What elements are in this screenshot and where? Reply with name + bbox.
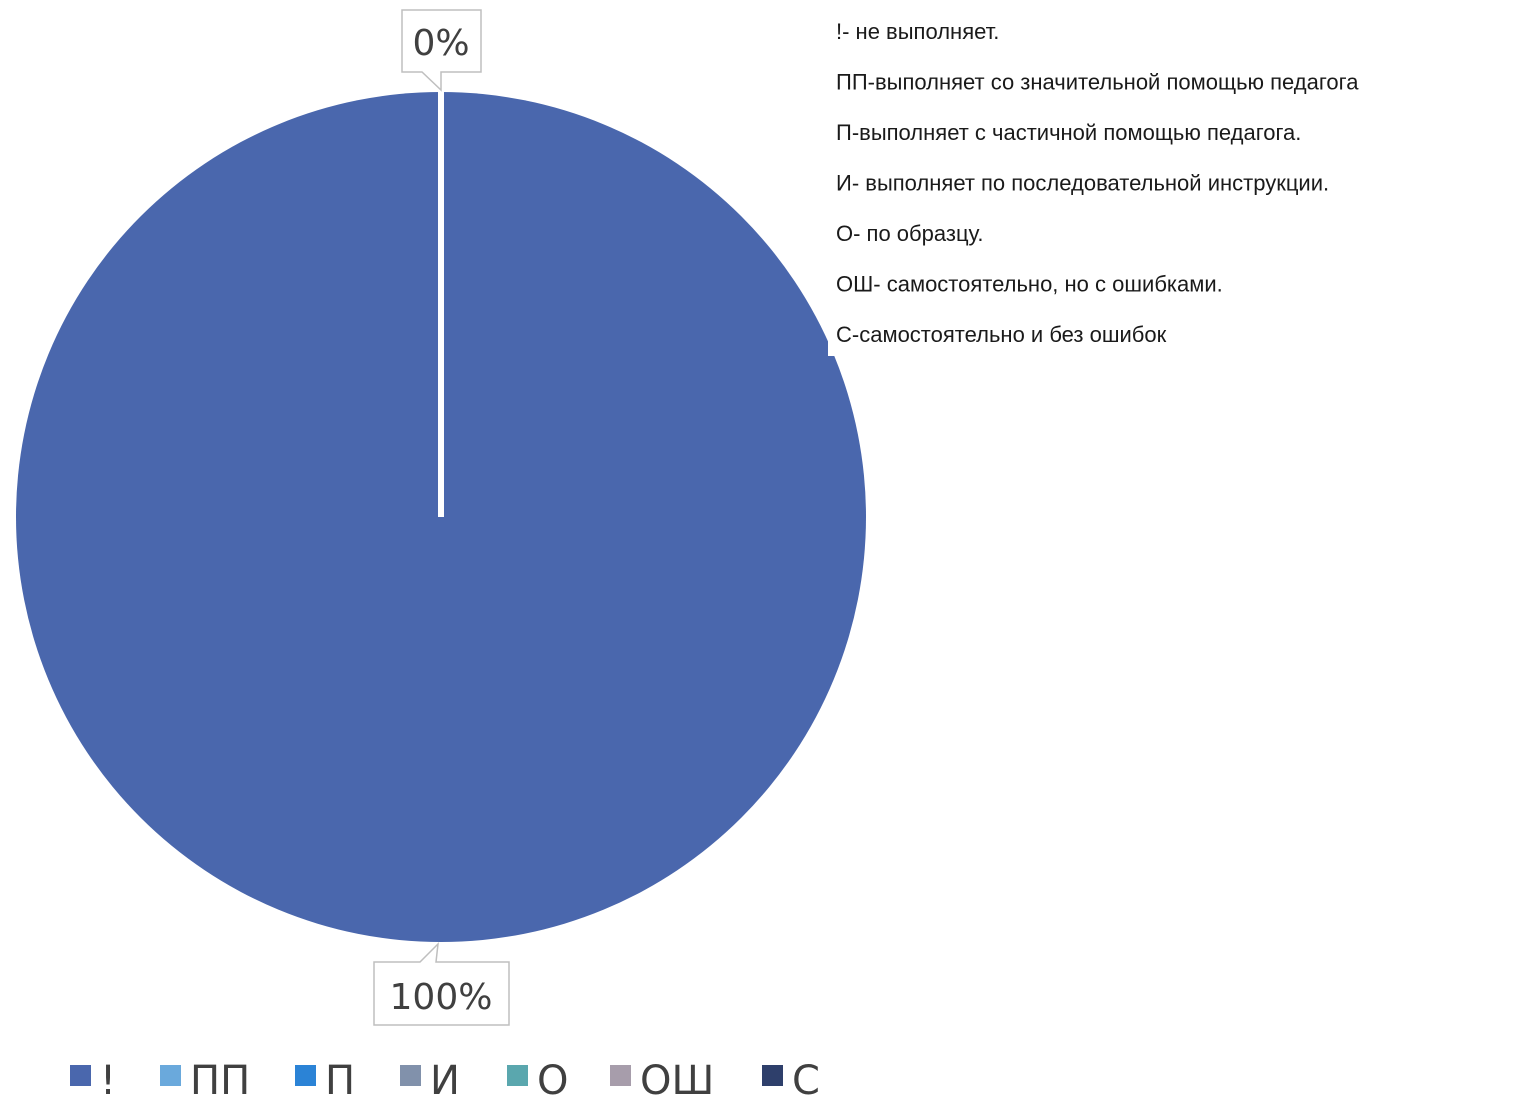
data-label-zero-callout: [401, 9, 482, 92]
note-line: ПП-выполняет со значительной помощью пед…: [836, 70, 1359, 95]
legend-label: ПП: [190, 1058, 250, 1098]
notes-box: [828, 0, 1516, 356]
note-line: ОШ- самостоятельно, но с ошибками.: [836, 272, 1223, 297]
data-label-zero: 0%: [401, 9, 482, 92]
legend-label: С: [792, 1058, 820, 1098]
legend-label: ОШ: [640, 1058, 714, 1098]
legend-swatch: [762, 1065, 783, 1086]
legend-swatch: [160, 1065, 181, 1086]
legend-label: !: [100, 1058, 116, 1098]
data-label-full: 100%: [373, 941, 510, 1026]
legend-swatch: [400, 1065, 421, 1086]
legend-swatch: [610, 1065, 631, 1086]
note-line: С-самостоятельно и без ошибок: [836, 322, 1167, 347]
notes-list: !- не выполняет. ПП-выполняет со значите…: [836, 19, 1359, 347]
legend-label: О: [537, 1058, 568, 1098]
legend-swatch: [507, 1065, 528, 1086]
data-label-zero-text: 0%: [412, 23, 469, 64]
legend-label: И: [430, 1058, 460, 1098]
note-line: П-выполняет с частичной помощью педагога…: [836, 120, 1301, 145]
data-label-full-callout: [373, 941, 510, 1026]
legend-swatch: [295, 1065, 316, 1086]
note-line: О- по образцу.: [836, 221, 983, 246]
data-label-full-text: 100%: [390, 977, 493, 1018]
note-line: И- выполняет по последовательной инструк…: [836, 171, 1329, 196]
legend-label: П: [325, 1058, 355, 1098]
legend: ! ПП П И О ОШ С: [70, 1058, 820, 1098]
note-line: !- не выполняет.: [836, 19, 999, 44]
legend-swatch: [70, 1065, 91, 1086]
